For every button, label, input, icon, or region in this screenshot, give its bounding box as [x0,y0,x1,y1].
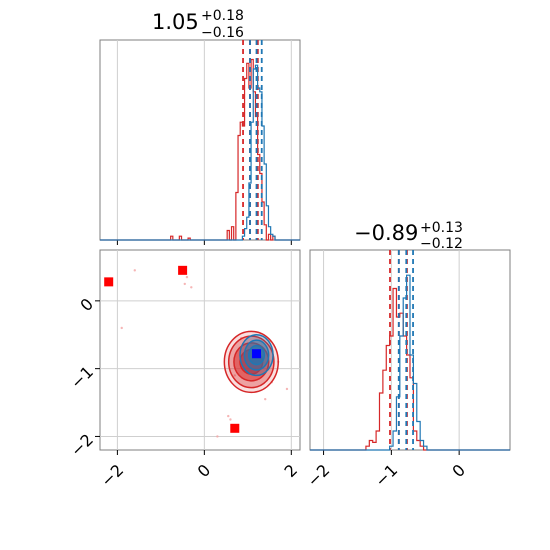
x-tick-label: −1 [371,460,401,490]
top-title-sup: +0.18 [201,8,244,24]
y-tick-label: −2 [67,430,97,460]
histogram-series-1 [310,274,510,451]
x-tick-label: 2 [281,460,302,481]
marker-square-1 [178,265,188,275]
y-tick-label: −1 [67,362,97,392]
x-tick-label: −2 [303,460,333,490]
marker-square-0 [104,277,114,287]
top-title-main: 1.05 [152,10,199,34]
y-tick-label: 0 [76,294,97,315]
top-panel-title: 1.05 +0.18 −0.16 [152,8,244,41]
sample-point [285,387,289,391]
marker-square-3 [252,349,262,359]
right-title-sub: −0.12 [420,236,463,252]
top-histogram-panel [99,39,301,245]
sample-point [227,414,230,418]
panel-top-frame [99,39,301,241]
sample-point [216,435,219,438]
right-histogram-panel: −2 −1 0 [303,249,511,491]
right-panel-title: −0.89 +0.13 −0.12 [354,220,463,252]
histogram-series-0 [100,58,300,241]
joint-contour-panel: −2 0 2 0 −1 −2 [67,249,302,491]
x-tick-label: 0 [194,460,215,481]
sample-point [185,275,189,279]
sample-point [183,282,186,286]
scatter-frame [99,249,301,451]
sample-point [233,374,236,377]
right-title-sup: +0.13 [420,220,463,236]
x-tick-label: 0 [448,460,469,481]
sample-point [133,269,136,272]
histogram-series-0 [310,287,510,451]
right-title-main: −0.89 [354,221,418,245]
x-tick-label: −2 [97,460,127,490]
sample-point [229,418,232,421]
top-title-sub: −0.16 [201,25,244,41]
sample-point [264,397,267,401]
marker-square-2 [230,423,240,433]
sample-point [190,286,193,289]
histogram-series-1 [100,64,300,241]
sample-point [120,326,123,330]
